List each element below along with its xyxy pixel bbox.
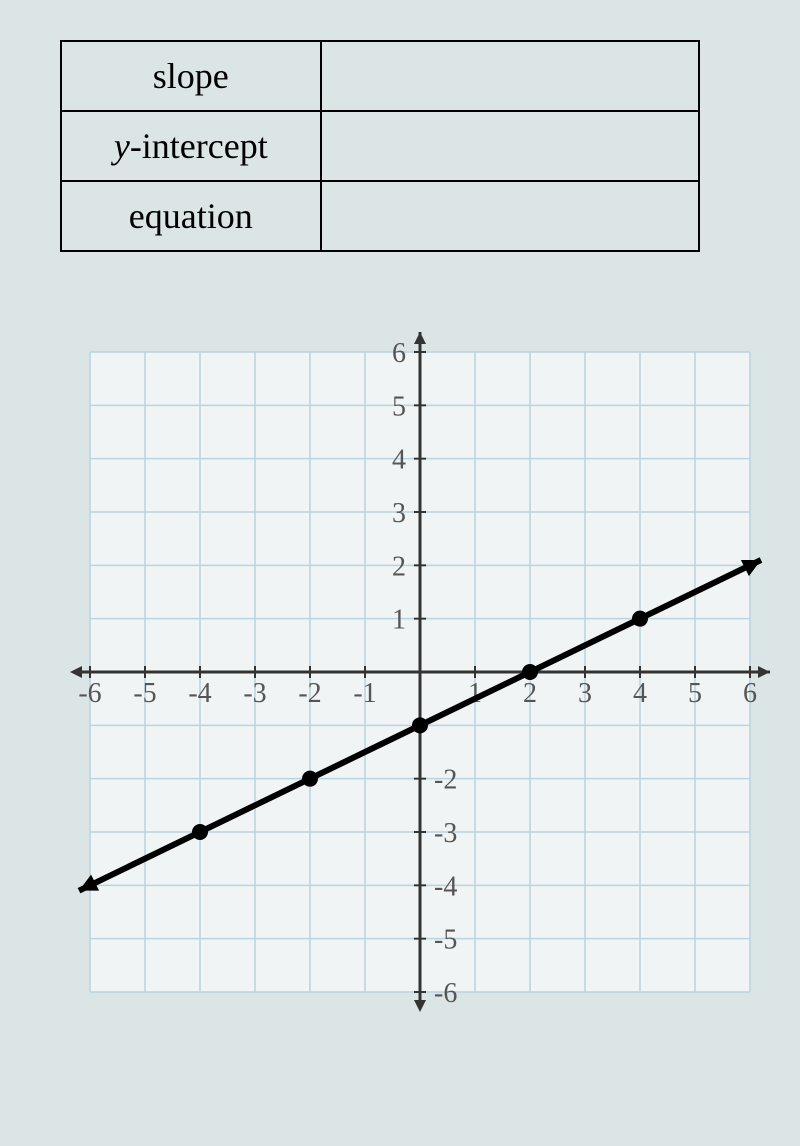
svg-text:1: 1	[392, 605, 406, 636]
svg-text:-5: -5	[133, 678, 156, 709]
svg-text:-4: -4	[434, 871, 457, 902]
equation-label: equation	[61, 181, 321, 251]
svg-text:5: 5	[392, 391, 406, 422]
graph-svg: -6-5-4-3-2-1123456654321-2-3-4-5-6	[50, 312, 790, 1032]
svg-text:-3: -3	[243, 678, 266, 709]
svg-text:-6: -6	[434, 978, 457, 1009]
svg-text:2: 2	[392, 551, 406, 582]
table-row: slope	[61, 41, 699, 111]
yintercept-value	[321, 111, 699, 181]
slope-value	[321, 41, 699, 111]
svg-text:4: 4	[633, 678, 647, 709]
svg-text:4: 4	[392, 445, 406, 476]
coordinate-graph: -6-5-4-3-2-1123456654321-2-3-4-5-6	[50, 312, 750, 1032]
svg-text:-2: -2	[298, 678, 321, 709]
svg-text:6: 6	[392, 338, 406, 369]
svg-text:5: 5	[688, 678, 702, 709]
svg-text:-2: -2	[434, 765, 457, 796]
svg-text:2: 2	[523, 678, 537, 709]
table-row: equation	[61, 181, 699, 251]
svg-text:3: 3	[578, 678, 592, 709]
equation-table: slope y-intercept equation	[60, 40, 740, 252]
yintercept-label: y-intercept	[61, 111, 321, 181]
table-row: y-intercept	[61, 111, 699, 181]
svg-text:3: 3	[392, 498, 406, 529]
svg-text:-4: -4	[188, 678, 211, 709]
svg-text:6: 6	[743, 678, 757, 709]
equation-value	[321, 181, 699, 251]
svg-text:-3: -3	[434, 818, 457, 849]
slope-intercept-table: slope y-intercept equation	[60, 40, 700, 252]
slope-label: slope	[61, 41, 321, 111]
svg-text:-5: -5	[434, 925, 457, 956]
svg-text:-6: -6	[78, 678, 101, 709]
svg-text:-1: -1	[353, 678, 376, 709]
